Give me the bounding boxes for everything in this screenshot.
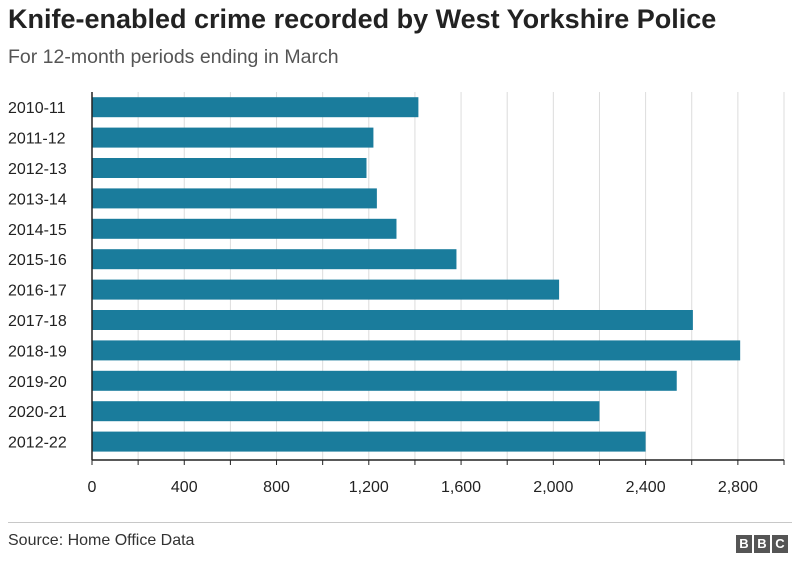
bbc-logo-letter-2: B	[754, 535, 770, 553]
category-label: 2020-21	[8, 404, 67, 421]
x-tick-label: 2,800	[718, 479, 758, 496]
category-label: 2012-13	[8, 161, 67, 178]
bar	[92, 401, 600, 422]
bar	[92, 279, 560, 300]
bar	[92, 127, 374, 148]
category-label: 2018-19	[8, 343, 67, 360]
x-tick-label: 1,200	[349, 479, 389, 496]
bbc-logo-letter-3: C	[772, 535, 788, 553]
category-label: 2012-22	[8, 435, 67, 452]
category-label: 2013-14	[8, 191, 67, 208]
chart-title: Knife-enabled crime recorded by West Yor…	[8, 4, 717, 34]
bbc-logo: B B C	[736, 535, 788, 553]
chart-subtitle: For 12-month periods ending in March	[8, 46, 339, 68]
bar	[92, 431, 646, 452]
category-label: 2016-17	[8, 283, 67, 300]
category-label: 2015-16	[8, 252, 67, 269]
category-label: 2010-11	[8, 100, 66, 117]
bar	[92, 158, 367, 178]
x-tick-label: 800	[263, 479, 290, 496]
bar	[92, 340, 741, 361]
x-tick-label: 0	[88, 479, 97, 496]
category-label: 2014-15	[8, 222, 67, 239]
bbc-logo-letter-1: B	[736, 535, 752, 553]
bar	[92, 97, 419, 118]
source-note: Source: Home Office Data	[8, 532, 195, 549]
bar-chart: 2010-11 2011-12 2012-13 2013-14 2014-15 2015-…	[8, 92, 785, 496]
bar	[92, 218, 397, 239]
bar	[92, 249, 457, 270]
bar	[92, 370, 677, 391]
x-tick-label: 1,600	[441, 479, 481, 496]
footer-divider	[8, 522, 792, 523]
x-tick-label: 2,000	[533, 479, 573, 496]
bar	[92, 188, 377, 209]
x-tick-label: 2,400	[626, 479, 666, 496]
x-tick-label: 400	[171, 479, 198, 496]
category-label: 2011-12	[8, 131, 66, 148]
bar	[92, 310, 693, 330]
category-label: 2017-18	[8, 313, 67, 330]
category-label: 2019-20	[8, 374, 67, 391]
